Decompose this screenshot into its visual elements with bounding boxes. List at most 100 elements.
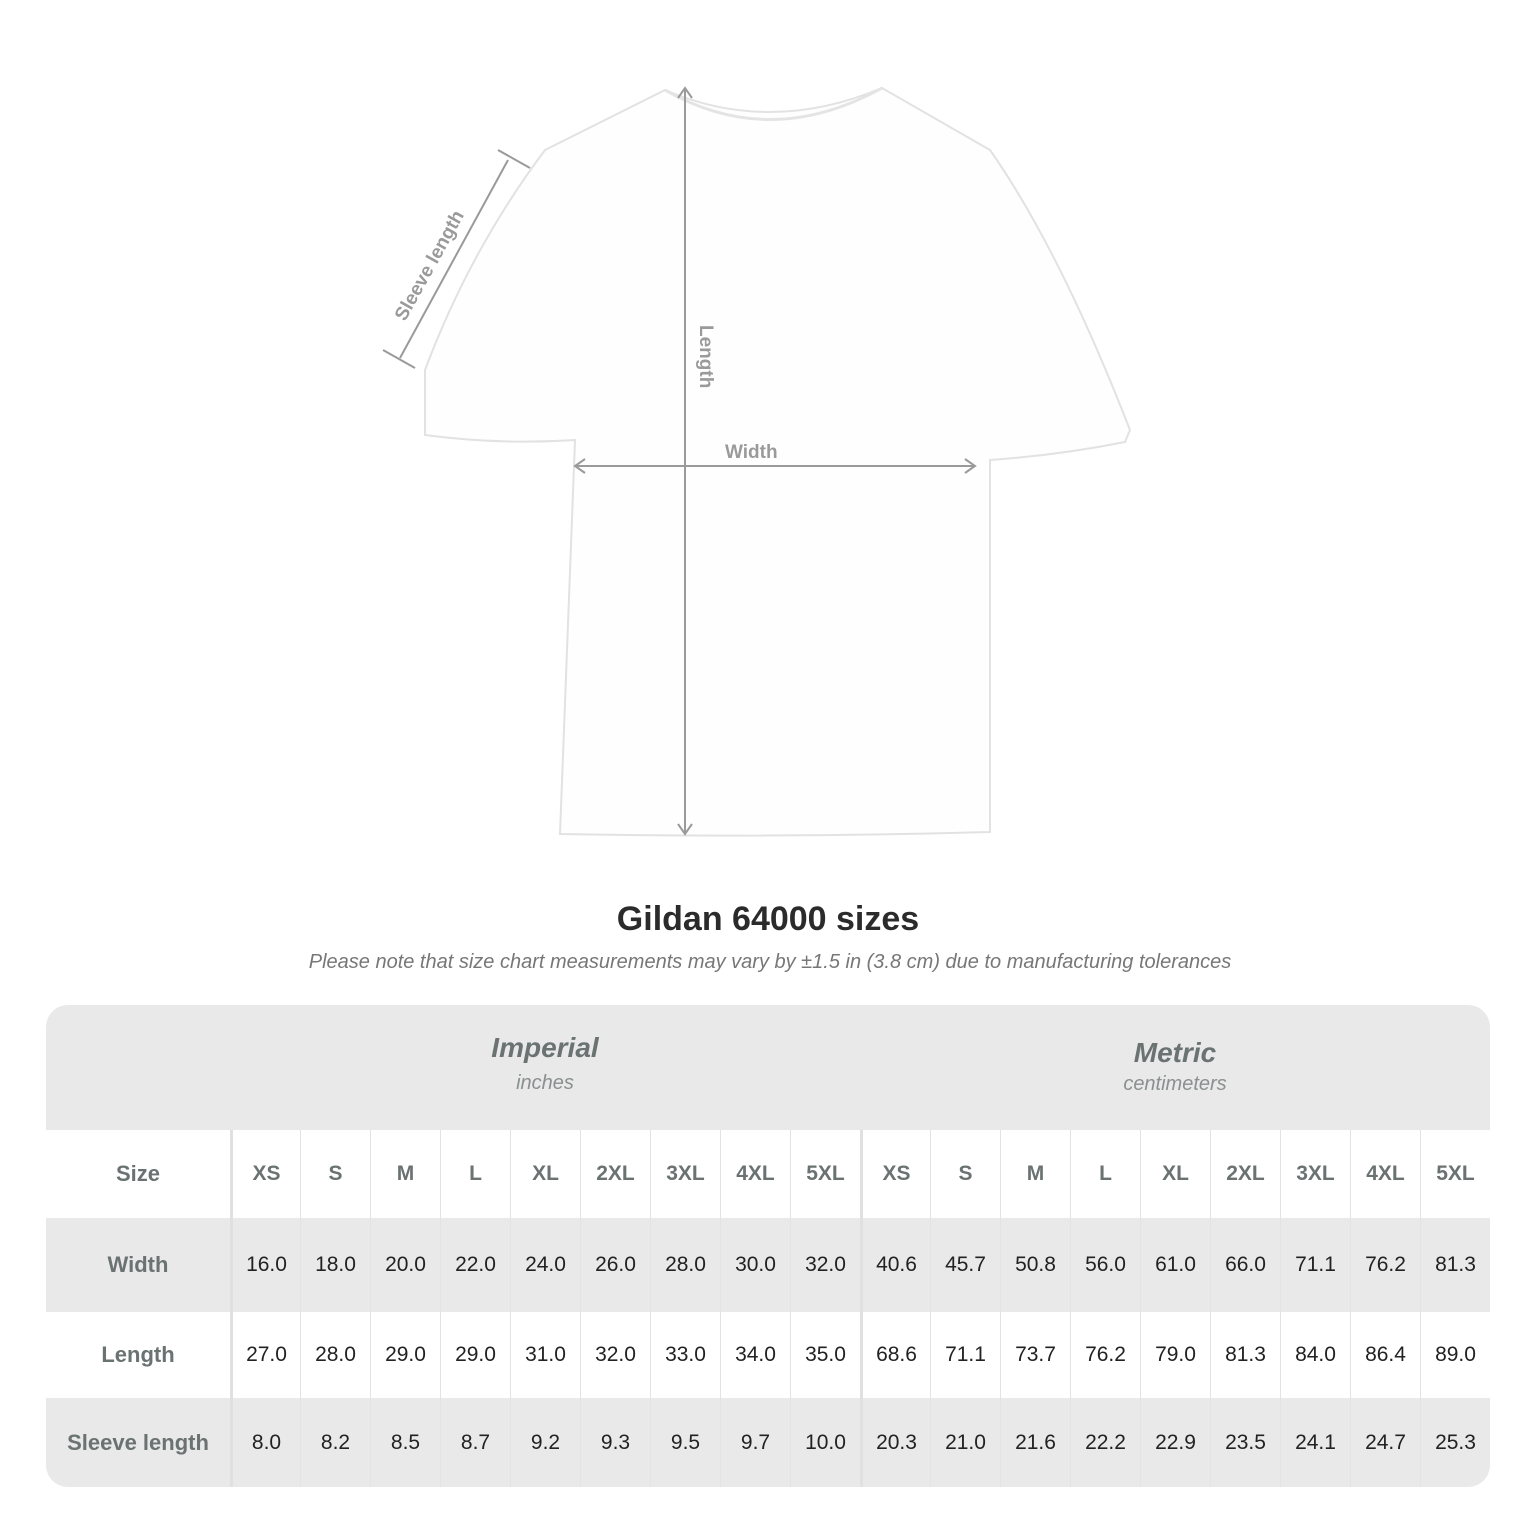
table-cell: 66.0 <box>1210 1218 1280 1312</box>
size-header-s: S <box>300 1130 370 1218</box>
sleeve-measure-line <box>399 159 509 359</box>
collar <box>664 86 883 121</box>
table-cell: 31.0 <box>510 1312 580 1398</box>
width-label: Width <box>725 442 778 463</box>
table-cell: 10.0 <box>790 1398 860 1487</box>
size-header-5xl: 5XL <box>790 1130 860 1218</box>
size-header-xs: XS <box>860 1130 930 1218</box>
table-cell: 21.0 <box>930 1398 1000 1487</box>
size-header-3xl: 3XL <box>650 1130 720 1218</box>
page-title: Gildan 64000 sizes <box>616 900 920 938</box>
tshirt-diagram: Sleeve length Length Width <box>382 86 1132 837</box>
width-arrow-left <box>573 458 586 474</box>
table-cell: 32.0 <box>580 1312 650 1398</box>
table-cell: 28.0 <box>300 1312 370 1398</box>
table-cell: 86.4 <box>1350 1312 1420 1398</box>
table-cell: 25.3 <box>1420 1398 1490 1487</box>
size-header-l: L <box>440 1130 510 1218</box>
table-cell: 26.0 <box>580 1218 650 1312</box>
size-header-m: M <box>370 1130 440 1218</box>
table-cell: 22.0 <box>440 1218 510 1312</box>
table-cell: 29.0 <box>440 1312 510 1398</box>
length-arrow-bottom <box>677 823 693 836</box>
metric-title: Metric <box>1133 1037 1217 1068</box>
table-cell: 28.0 <box>650 1218 720 1312</box>
table-cell: 61.0 <box>1140 1218 1210 1312</box>
length-label: Length <box>695 325 716 388</box>
table-cell: 33.0 <box>650 1312 720 1398</box>
table-cell: 8.2 <box>300 1398 370 1487</box>
size-column-header: Size <box>115 1161 161 1186</box>
table-cell: 24.1 <box>1280 1398 1350 1487</box>
table-cell: 9.7 <box>720 1398 790 1487</box>
size-header-xl: XL <box>510 1130 580 1218</box>
tolerance-note: Please note that size chart measurements… <box>308 951 1232 973</box>
table-cell: 68.6 <box>860 1312 930 1398</box>
table-row-sleeve-length: Sleeve length 8.0 8.2 8.5 8.7 9.2 9.3 9.5 9.7 10.… <box>46 1398 1490 1487</box>
imperial-header: Imperial inches <box>230 1005 860 1130</box>
table-cell: 79.0 <box>1140 1312 1210 1398</box>
table-cell: 23.5 <box>1210 1398 1280 1487</box>
width-arrow-right <box>964 458 977 474</box>
table-cell: 84.0 <box>1280 1312 1350 1398</box>
table-cell: 9.3 <box>580 1398 650 1487</box>
size-header-row: Size XS S M L XL 2XL 3XL 4XL 5XL XS S M L XL 2XL 3XL 4XL 5… <box>46 1130 1490 1218</box>
table-cell: 8.0 <box>230 1398 300 1487</box>
table-cell: 8.5 <box>370 1398 440 1487</box>
table-cell: 40.6 <box>860 1218 930 1312</box>
metric-unit: centimeters <box>1123 1073 1227 1095</box>
table-cell: 20.3 <box>860 1398 930 1487</box>
table-cell: 71.1 <box>1280 1218 1350 1312</box>
imperial-title: Imperial <box>491 1032 599 1063</box>
table-cell: 29.0 <box>370 1312 440 1398</box>
length-arrow-top <box>677 86 693 99</box>
size-header-xl: XL <box>1140 1130 1210 1218</box>
table-cell: 73.7 <box>1000 1312 1070 1398</box>
table-cell: 30.0 <box>720 1218 790 1312</box>
table-cell: 20.0 <box>370 1218 440 1312</box>
table-cell: 76.2 <box>1070 1312 1140 1398</box>
table-cell: 21.6 <box>1000 1398 1070 1487</box>
size-header-2xl: 2XL <box>1210 1130 1280 1218</box>
row-label: Sleeve length <box>67 1429 209 1455</box>
table-cell: 8.7 <box>440 1398 510 1487</box>
table-cell: 9.5 <box>650 1398 720 1487</box>
table-cell: 24.0 <box>510 1218 580 1312</box>
table-cell: 45.7 <box>930 1218 1000 1312</box>
size-header-4xl: 4XL <box>1350 1130 1420 1218</box>
table-row-length: Length 27.0 28.0 29.0 29.0 31.0 32.0 33.0 34.0 35… <box>46 1312 1490 1398</box>
table-cell: 56.0 <box>1070 1218 1140 1312</box>
size-header-3xl: 3XL <box>1280 1130 1350 1218</box>
table-cell: 81.3 <box>1210 1312 1280 1398</box>
size-header-2xl: 2XL <box>580 1130 650 1218</box>
table-cell: 35.0 <box>790 1312 860 1398</box>
table-cell: 22.2 <box>1070 1398 1140 1487</box>
table-cell: 71.1 <box>930 1312 1000 1398</box>
size-header-5xl: 5XL <box>1420 1130 1490 1218</box>
size-header-xs: XS <box>230 1130 300 1218</box>
row-label: Length <box>101 1342 175 1367</box>
table-cell: 50.8 <box>1000 1218 1070 1312</box>
table-cell: 24.7 <box>1350 1398 1420 1487</box>
size-header-l: L <box>1070 1130 1140 1218</box>
metric-header: Metric centimeters <box>860 1005 1490 1130</box>
sleeve-tick-top <box>497 149 531 169</box>
table-cell: 18.0 <box>300 1218 370 1312</box>
size-header-m: M <box>1000 1130 1070 1218</box>
table-cell: 89.0 <box>1420 1312 1490 1398</box>
table-cell: 76.2 <box>1350 1218 1420 1312</box>
size-header-4xl: 4XL <box>720 1130 790 1218</box>
table-cell: 16.0 <box>230 1218 300 1312</box>
size-table: Imperial inches Metric centimeters Size X… <box>46 1005 1490 1487</box>
row-label: Width <box>107 1252 169 1277</box>
table-cell: 32.0 <box>790 1218 860 1312</box>
sleeve-tick-bottom <box>382 349 416 369</box>
imperial-unit: inches <box>516 1072 574 1094</box>
tshirt-shape <box>424 86 1132 837</box>
table-cell: 81.3 <box>1420 1218 1490 1312</box>
table-cell: 9.2 <box>510 1398 580 1487</box>
size-header-s: S <box>930 1130 1000 1218</box>
table-cell: 27.0 <box>230 1312 300 1398</box>
table-row-width: Width 16.0 18.0 20.0 22.0 24.0 26.0 28.0 30.0 32.… <box>46 1218 1490 1312</box>
table-cell: 34.0 <box>720 1312 790 1398</box>
